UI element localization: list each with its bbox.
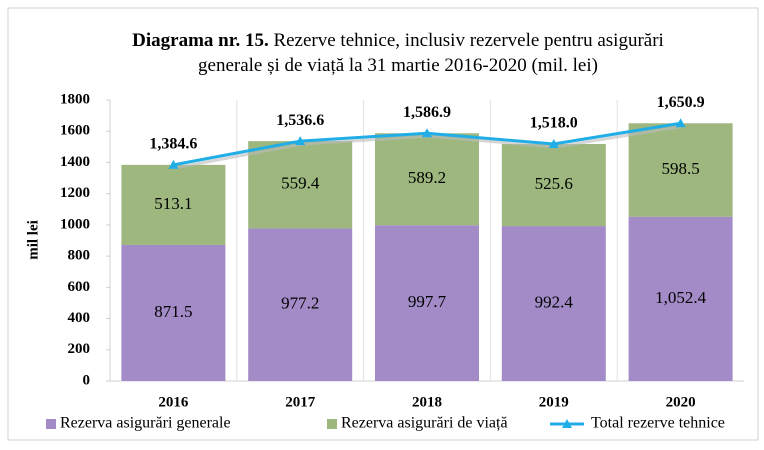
y-tick-label: 1000 <box>60 216 90 232</box>
x-tick-label: 2018 <box>412 394 442 410</box>
y-tick-label: 1400 <box>60 154 90 170</box>
line-marker <box>548 139 559 149</box>
legend-marker <box>562 419 572 428</box>
legend-label: Rezerva asigurări generale <box>60 415 231 432</box>
title-text: Rezerve tehnice, inclusiv rezervele pent… <box>198 30 664 76</box>
data-label: 1,518.0 <box>530 115 578 132</box>
bar-segment <box>248 141 353 229</box>
x-tick-label: 2016 <box>158 394 189 410</box>
line-marker <box>675 118 686 128</box>
data-label: 997.7 <box>408 292 447 311</box>
x-tick-label: 2019 <box>539 394 569 410</box>
y-tick-label: 1600 <box>60 123 90 139</box>
data-label: 525.6 <box>535 174 573 193</box>
title-bold: Diagrama nr. 15. <box>132 30 269 51</box>
line-marker <box>422 128 432 138</box>
y-tick-label: 600 <box>68 279 91 295</box>
y-tick-label: 1200 <box>60 185 90 201</box>
data-label: 598.5 <box>661 159 699 178</box>
legend-label: Total rezerve tehnice <box>591 415 725 432</box>
x-tick-label: 2017 <box>285 394 316 410</box>
y-tick-label: 0 <box>83 372 91 388</box>
bar-segment <box>628 216 733 381</box>
y-tick-label: 200 <box>68 341 91 357</box>
bar-segment <box>121 164 226 245</box>
legend-swatch <box>327 419 337 429</box>
bar-segment <box>248 228 353 381</box>
bar-segment <box>375 225 479 381</box>
data-label: 1,586.9 <box>403 104 451 121</box>
data-label: 589.2 <box>408 168 446 187</box>
data-label: 1,384.6 <box>149 136 197 153</box>
data-label: 992.4 <box>535 292 574 311</box>
bar-segment <box>121 244 226 381</box>
data-label: 559.4 <box>281 174 320 193</box>
data-label: 1,650.9 <box>657 94 705 111</box>
line-marker <box>295 136 306 146</box>
data-label: 871.5 <box>154 302 192 321</box>
bar-segment <box>501 144 606 227</box>
bar-segment <box>628 123 733 217</box>
y-tick-label: 400 <box>68 310 91 326</box>
y-axis-label: mil lei <box>25 220 41 260</box>
data-label: 1,052.4 <box>655 288 707 307</box>
y-tick-label: 1800 <box>60 91 90 107</box>
x-tick-label: 2020 <box>666 394 696 410</box>
legend-label: Rezerva asigurări de viață <box>341 415 508 432</box>
data-label: 977.2 <box>281 294 319 313</box>
chart-frame <box>7 7 759 441</box>
bar-segment <box>375 133 479 226</box>
bar-segment <box>501 226 606 381</box>
data-label: 1,536.6 <box>276 112 324 129</box>
chart-title: Diagrama nr. 15. Rezerve tehnice, inclus… <box>118 28 678 78</box>
legend-swatch <box>46 419 56 429</box>
y-tick-label: 800 <box>68 248 91 264</box>
line-marker <box>168 159 179 169</box>
data-label: 513.1 <box>154 194 192 213</box>
